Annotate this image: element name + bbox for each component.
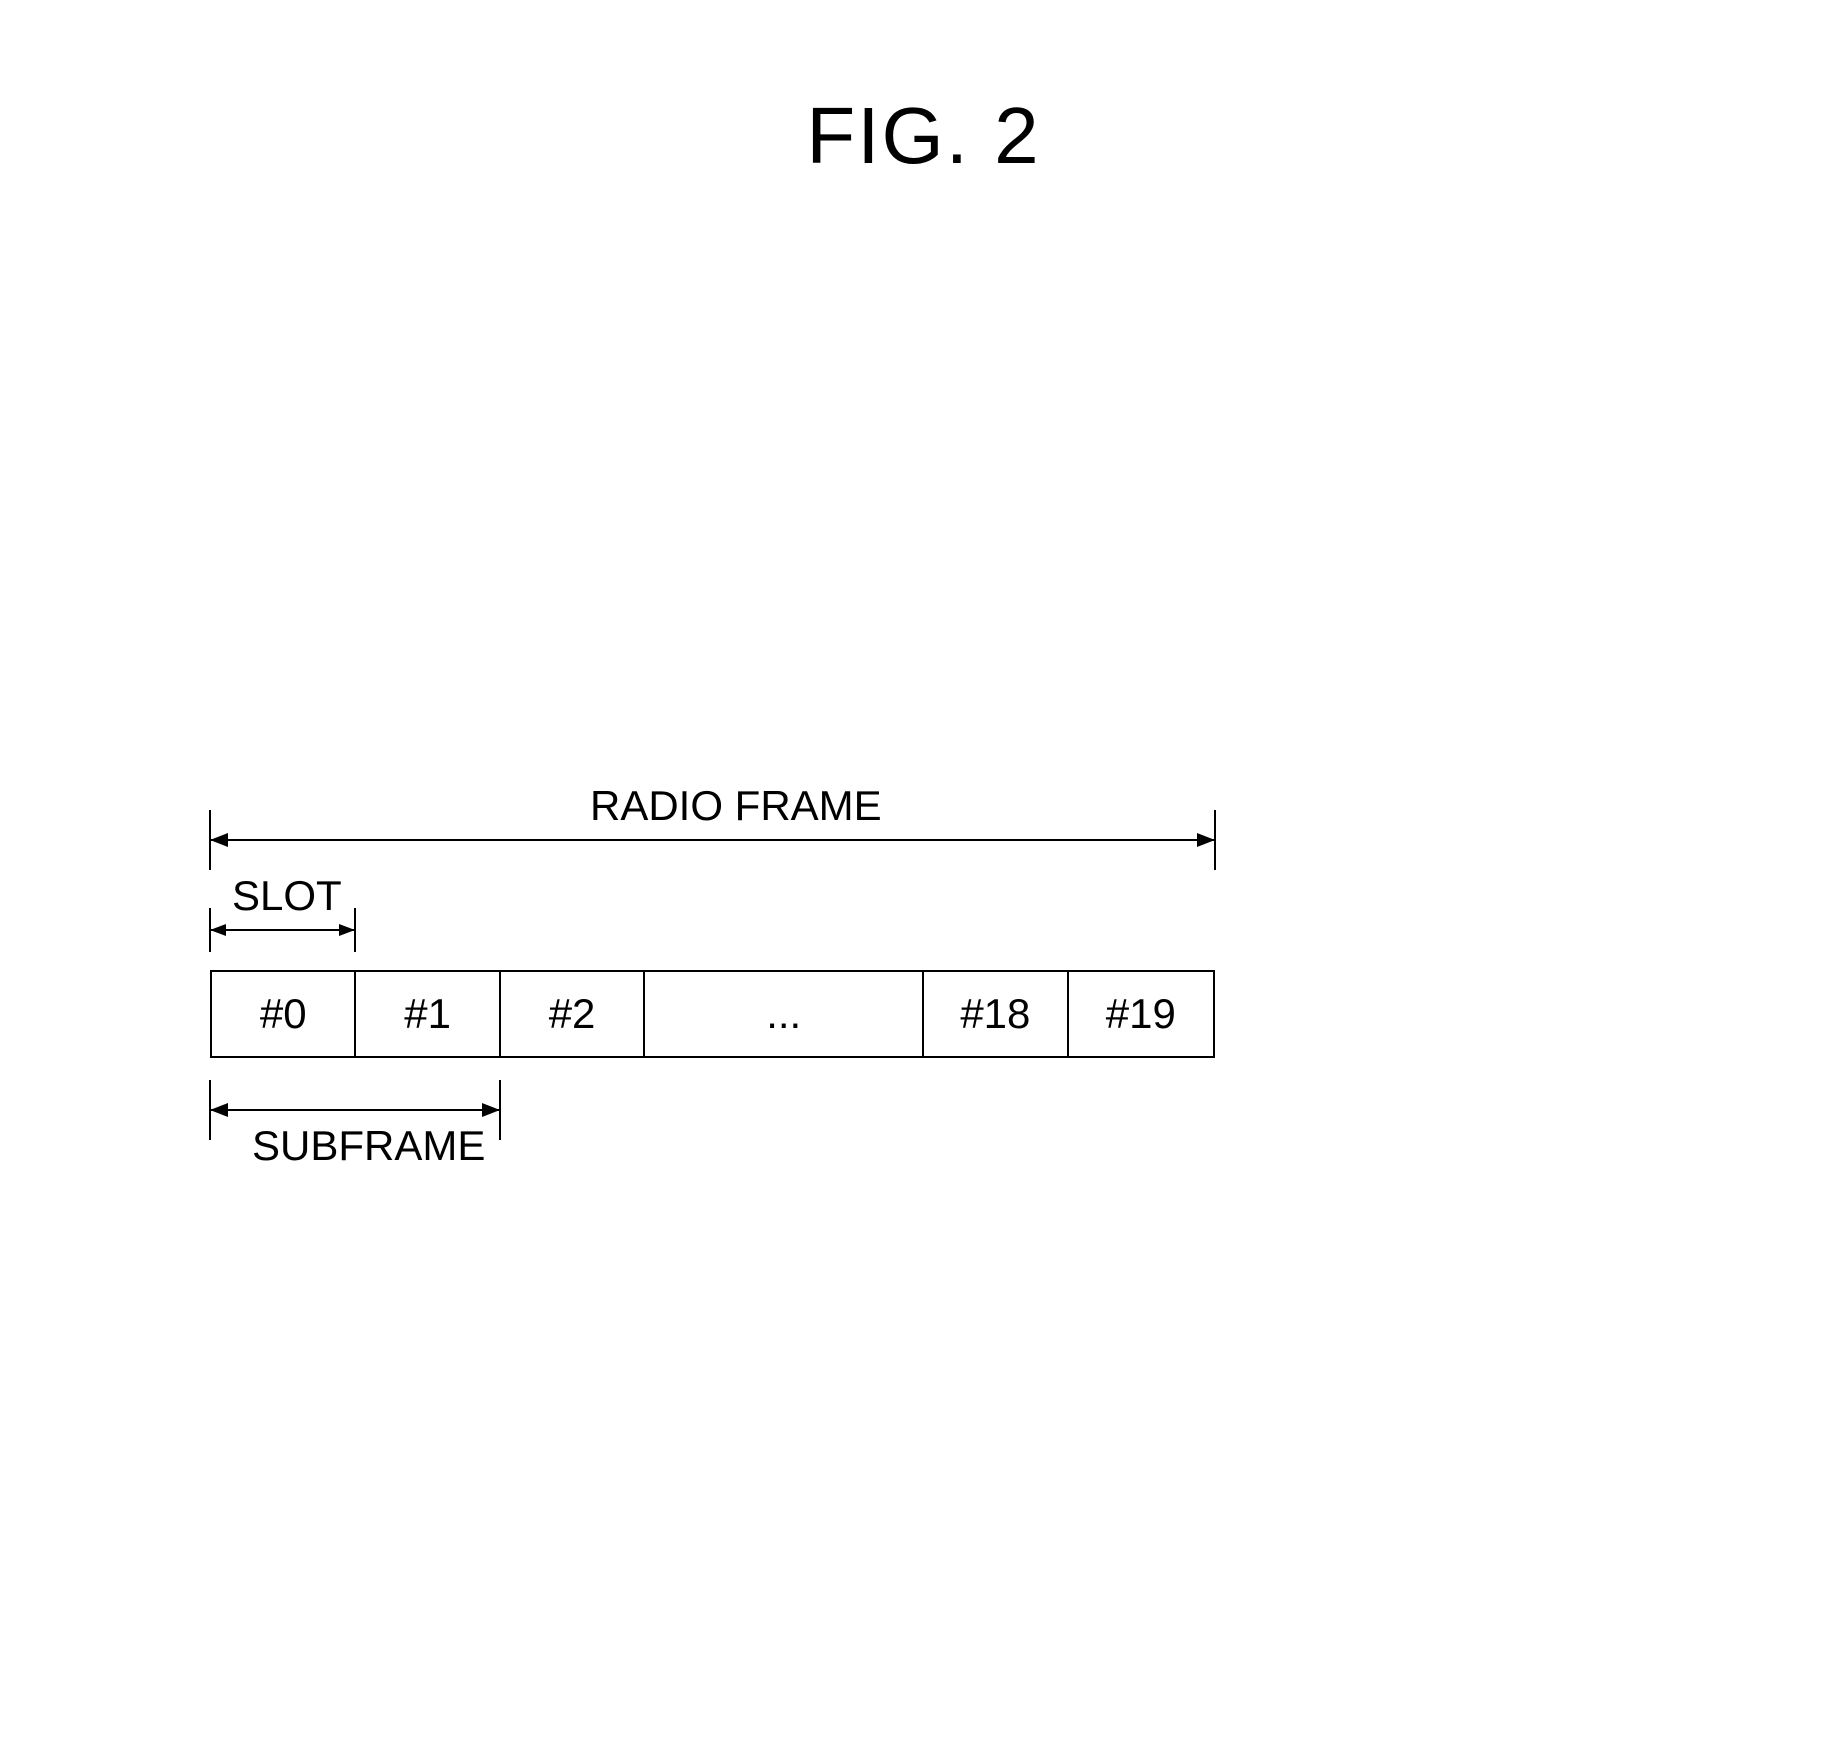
subframe-label: SUBFRAME xyxy=(252,1122,485,1170)
subframe-dimension xyxy=(0,0,1847,1741)
figure-page: FIG. 2 RADIO FRAME SLOT #0#1#2...#18#19 … xyxy=(0,0,1847,1741)
